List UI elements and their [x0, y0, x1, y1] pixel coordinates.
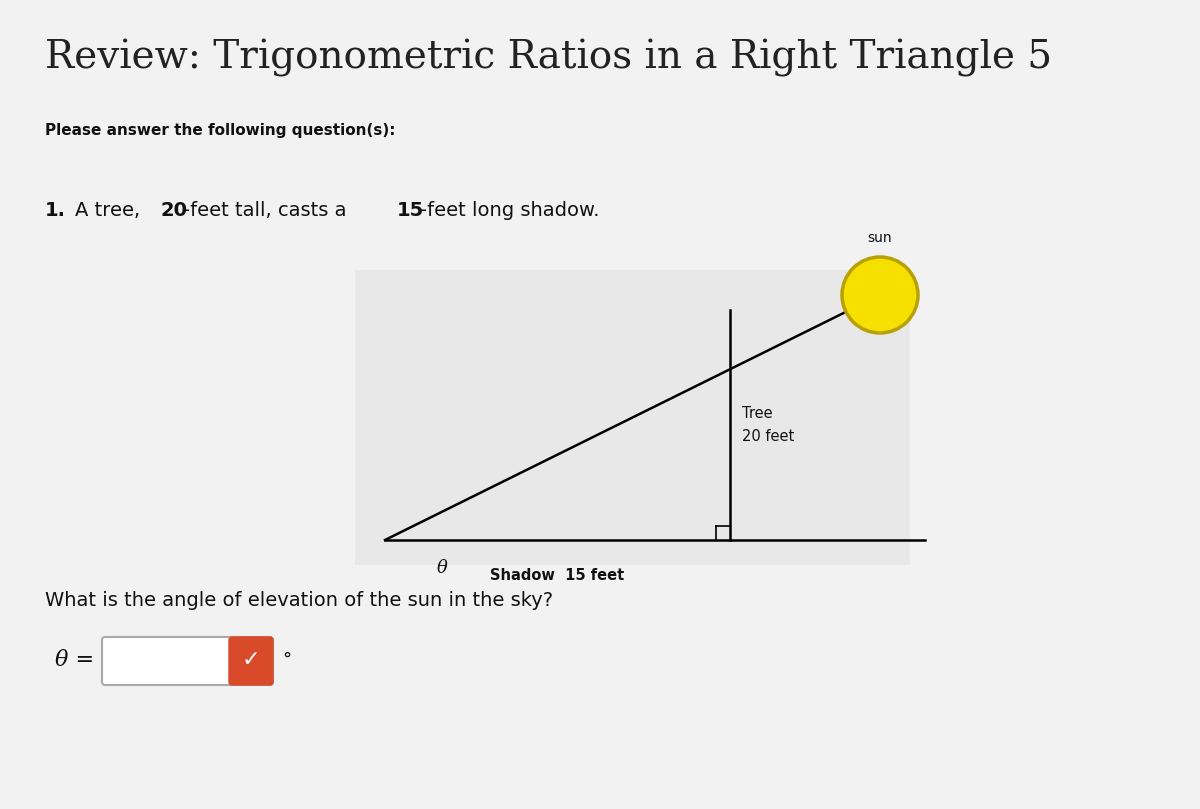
Text: Tree
20 feet: Tree 20 feet [742, 406, 794, 443]
Text: Review: Trigonometric Ratios in a Right Triangle 5: Review: Trigonometric Ratios in a Right … [46, 39, 1052, 77]
Text: -feet tall, casts a: -feet tall, casts a [184, 201, 353, 219]
Text: °: ° [282, 651, 292, 669]
Bar [355, 270, 910, 565]
Text: θ: θ [437, 559, 448, 577]
Text: -feet long shadow.: -feet long shadow. [420, 201, 599, 219]
Text: Shadow  15 feet: Shadow 15 feet [491, 568, 625, 583]
Text: sun: sun [868, 231, 893, 245]
Text: ✓: ✓ [241, 650, 260, 670]
Text: What is the angle of elevation of the sun in the sky?: What is the angle of elevation of the su… [46, 591, 553, 609]
Text: 15: 15 [397, 201, 425, 219]
Text: θ =: θ = [55, 649, 94, 671]
Text: A tree,: A tree, [74, 201, 146, 219]
FancyBboxPatch shape [102, 637, 274, 685]
FancyBboxPatch shape [229, 637, 274, 685]
Text: 1.: 1. [46, 201, 66, 219]
Text: 20: 20 [161, 201, 187, 219]
Text: Please answer the following question(s):: Please answer the following question(s): [46, 122, 396, 138]
Ellipse shape [842, 257, 918, 333]
